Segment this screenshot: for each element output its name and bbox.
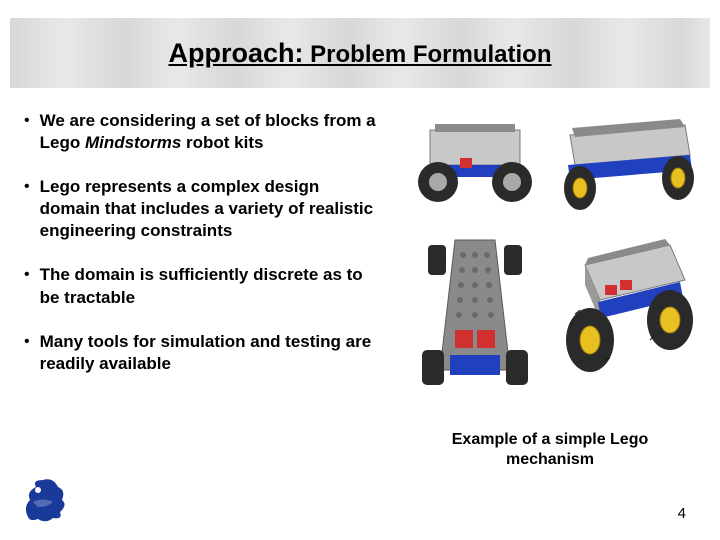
title-approach: Approach: bbox=[168, 38, 303, 68]
bullet-dot: • bbox=[24, 332, 30, 375]
lego-figure bbox=[400, 110, 700, 400]
bullet-dot: • bbox=[24, 177, 30, 242]
bullet-dot: • bbox=[24, 265, 30, 308]
lego-view-rear bbox=[550, 110, 705, 220]
list-item: • We are considering a set of blocks fro… bbox=[24, 110, 384, 154]
bullet-text: The domain is sufficiently discrete as t… bbox=[40, 264, 384, 308]
bullet-list: • We are considering a set of blocks fro… bbox=[24, 110, 384, 397]
lego-view-side bbox=[400, 110, 550, 220]
page-number: 4 bbox=[678, 505, 686, 522]
bullet-text: Many tools for simulation and testing ar… bbox=[40, 331, 384, 375]
list-item: • The domain is sufficiently discrete as… bbox=[24, 264, 384, 308]
title-banner: Approach: Problem Formulation bbox=[10, 18, 710, 88]
title-subtitle: Problem Formulation bbox=[303, 41, 551, 68]
lego-view-top bbox=[400, 230, 550, 395]
page-title: Approach: Problem Formulation bbox=[168, 38, 551, 69]
list-item: • Many tools for simulation and testing … bbox=[24, 331, 384, 375]
bullet-text: We are considering a set of blocks from … bbox=[40, 110, 384, 154]
figure-caption: Example of a simple Lego mechanism bbox=[420, 430, 680, 470]
bullet-dot: • bbox=[24, 111, 30, 154]
list-item: • Lego represents a complex design domai… bbox=[24, 176, 384, 242]
lego-view-iso bbox=[550, 230, 705, 395]
dragon-logo-icon bbox=[18, 472, 74, 528]
bullet-text: Lego represents a complex design domain … bbox=[40, 176, 384, 242]
